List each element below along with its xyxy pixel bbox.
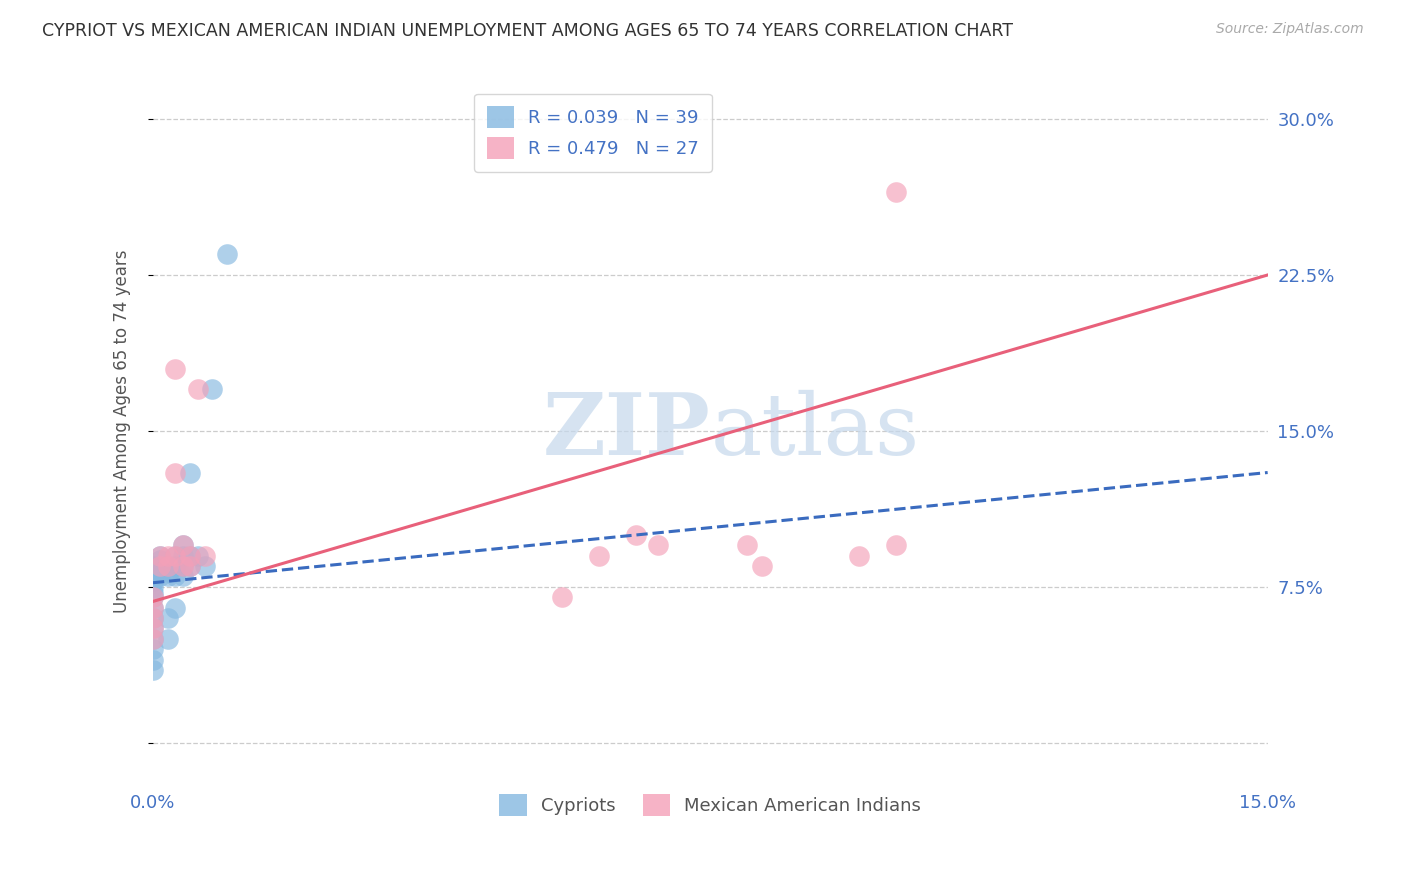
Point (142, 632, 165, 646)
Point (165, 559, 187, 574)
Point (142, 569, 165, 583)
Point (884, 538, 907, 552)
Point (165, 569, 187, 583)
Point (848, 549, 870, 563)
Point (156, 559, 179, 574)
Point (142, 574, 165, 588)
Text: ZIP: ZIP (543, 389, 710, 473)
Point (194, 549, 217, 563)
Point (142, 611, 165, 625)
Point (884, 185, 907, 199)
Point (142, 591, 165, 605)
Point (172, 569, 194, 583)
Point (149, 549, 172, 563)
Point (142, 580, 165, 594)
Point (194, 559, 217, 574)
Point (149, 549, 172, 563)
Point (172, 538, 194, 552)
Point (201, 382, 224, 396)
Point (165, 559, 187, 574)
Point (179, 559, 201, 574)
Point (550, 591, 572, 605)
Point (172, 559, 194, 574)
Point (142, 569, 165, 583)
Point (186, 382, 208, 396)
Legend: Cypriots, Mexican American Indians: Cypriots, Mexican American Indians (491, 785, 931, 825)
Point (588, 549, 610, 563)
Point (142, 622, 165, 636)
Point (172, 549, 194, 563)
Point (165, 361, 187, 376)
Point (142, 600, 165, 615)
Point (647, 538, 669, 552)
Point (149, 553, 172, 567)
Point (142, 653, 165, 667)
Point (156, 632, 179, 646)
Point (156, 559, 179, 574)
Point (165, 466, 187, 480)
Point (186, 549, 208, 563)
Point (179, 549, 201, 563)
Point (156, 611, 179, 625)
Point (142, 559, 165, 574)
Point (149, 569, 172, 583)
Point (165, 549, 187, 563)
Point (142, 663, 165, 677)
Point (217, 247, 239, 261)
Point (142, 622, 165, 636)
Point (149, 566, 172, 580)
Point (142, 600, 165, 615)
Point (156, 549, 179, 563)
Y-axis label: Unemployment Among Ages 65 to 74 years: Unemployment Among Ages 65 to 74 years (114, 249, 131, 613)
Text: Source: ZipAtlas.com: Source: ZipAtlas.com (1216, 22, 1364, 37)
Point (172, 559, 194, 574)
Point (149, 559, 172, 574)
Point (179, 466, 201, 480)
Point (172, 538, 194, 552)
Point (165, 600, 187, 615)
Point (624, 528, 647, 542)
Point (751, 559, 773, 574)
Point (142, 642, 165, 657)
Point (156, 566, 179, 580)
Point (165, 549, 187, 563)
Point (142, 586, 165, 600)
Point (179, 549, 201, 563)
Point (142, 611, 165, 625)
Point (737, 538, 759, 552)
Point (179, 559, 201, 574)
Text: CYPRIOT VS MEXICAN AMERICAN INDIAN UNEMPLOYMENT AMONG AGES 65 TO 74 YEARS CORREL: CYPRIOT VS MEXICAN AMERICAN INDIAN UNEMP… (42, 22, 1014, 40)
Point (142, 591, 165, 605)
Point (142, 632, 165, 646)
Text: atlas: atlas (710, 389, 920, 473)
Point (156, 569, 179, 583)
